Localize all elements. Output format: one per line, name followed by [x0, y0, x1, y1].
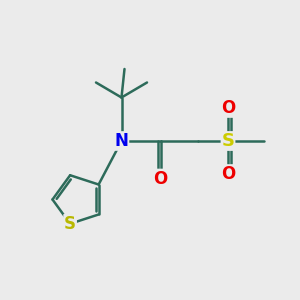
Text: S: S	[221, 132, 235, 150]
Text: N: N	[115, 132, 128, 150]
Text: S: S	[64, 215, 76, 233]
Text: O: O	[221, 99, 235, 117]
Text: O: O	[221, 165, 235, 183]
Text: O: O	[153, 169, 168, 188]
